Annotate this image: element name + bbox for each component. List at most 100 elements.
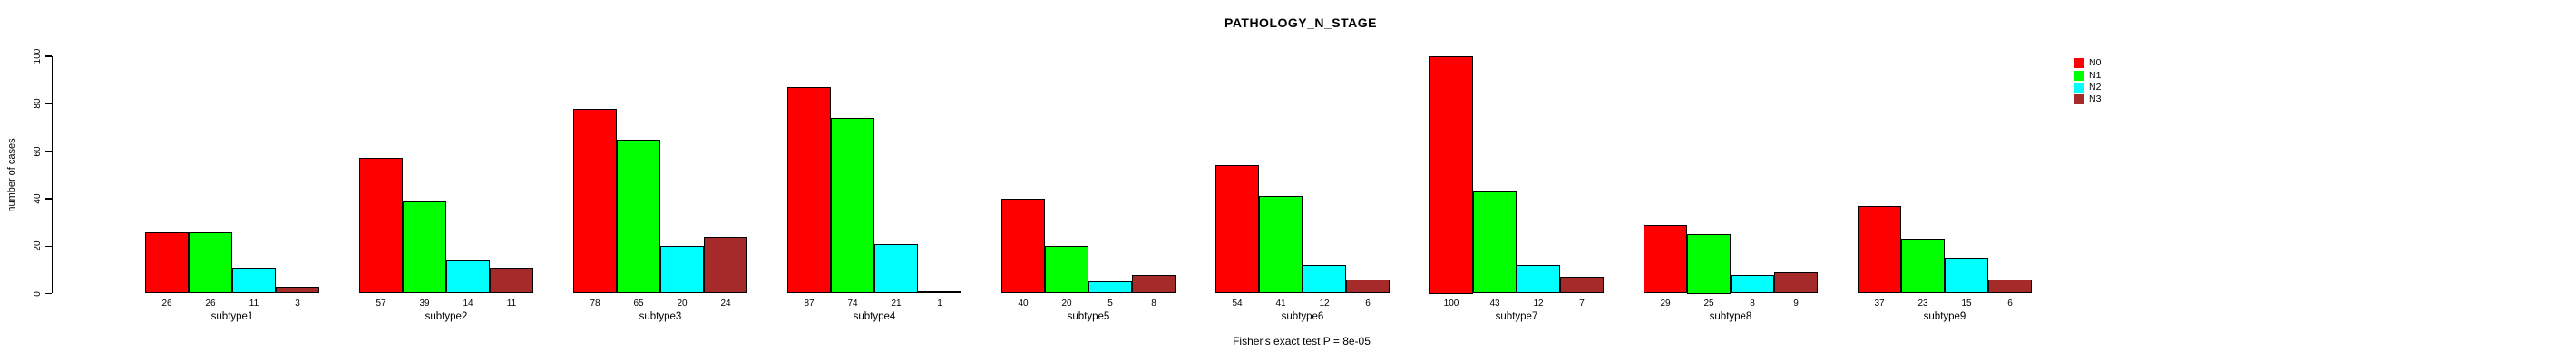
legend-label: N0 (2089, 57, 2102, 69)
bar-value-label: 14 (463, 299, 473, 309)
bar-value-label: 8 (1750, 299, 1755, 309)
bar-value-label: 41 (1275, 299, 1286, 309)
x-category-label-subtype6: subtype6 (1281, 311, 1324, 322)
y-axis-tick-label: 40 (32, 193, 43, 204)
bar-value-label: 25 (1703, 299, 1714, 309)
bar-value-label: 20 (1061, 299, 1072, 309)
bar-N3-subtype9 (1988, 279, 2032, 294)
legend-swatch-N0 (2074, 58, 2084, 69)
bar-value-label: 6 (2007, 299, 2013, 309)
bar-N2-subtype3 (660, 246, 704, 294)
y-axis-tick-label: 100 (32, 48, 43, 64)
bar-value-label: 39 (419, 299, 430, 309)
y-axis-tick (45, 245, 52, 247)
bar-N3-subtype2 (490, 267, 533, 294)
x-category-label-subtype9: subtype9 (1923, 311, 1966, 322)
y-axis-tick-label: 20 (32, 240, 43, 251)
bar-N1-subtype9 (1901, 239, 1945, 294)
bar-N3-subtype7 (1560, 277, 1604, 294)
x-category-label-subtype1: subtype1 (210, 311, 254, 322)
legend-item-N0: N0 (2074, 57, 2101, 69)
y-axis-tick-label: 0 (32, 290, 43, 297)
bar-N3-subtype5 (1132, 274, 1176, 294)
bar-N1-subtype1 (189, 231, 232, 294)
bar-N2-subtype7 (1517, 265, 1560, 294)
legend-item-N1: N1 (2074, 69, 2101, 81)
legend-label: N2 (2089, 81, 2102, 93)
bar-value-label: 24 (720, 299, 731, 309)
y-axis-tick (45, 55, 52, 57)
bar-value-label: 23 (1917, 299, 1928, 309)
y-axis-tick (45, 150, 52, 152)
x-category-label-subtype5: subtype5 (1067, 311, 1110, 322)
bar-value-label: 1 (937, 299, 942, 309)
bar-N3-subtype4 (918, 290, 961, 294)
bar-N3-subtype1 (276, 286, 319, 294)
legend-swatch-N1 (2074, 70, 2084, 81)
bar-N1-subtype5 (1045, 246, 1088, 294)
bar-N1-subtype3 (617, 139, 660, 294)
bar-N2-subtype4 (874, 243, 918, 294)
bar-value-label: 74 (847, 299, 858, 309)
fisher-test-annotation: Fisher's exact test P = 8e-05 (1233, 335, 1371, 348)
bar-value-label: 20 (677, 299, 688, 309)
chart-title: PATHOLOGY_N_STAGE (1225, 15, 1377, 30)
bar-N0-subtype3 (573, 108, 617, 294)
bar-value-label: 65 (633, 299, 644, 309)
bar-value-label: 78 (590, 299, 600, 309)
bar-value-label: 54 (1232, 299, 1243, 309)
bar-value-label: 7 (1579, 299, 1585, 309)
bar-value-label: 8 (1151, 299, 1156, 309)
y-axis-tick-label: 80 (32, 98, 43, 109)
bar-N1-subtype6 (1259, 196, 1303, 294)
legend: N0 N1 N2 N3 (2074, 57, 2101, 106)
bar-N0-subtype6 (1215, 165, 1259, 294)
legend-swatch-N3 (2074, 94, 2084, 105)
bar-N1-subtype4 (831, 117, 874, 294)
bar-N2-subtype2 (446, 260, 490, 294)
legend-label: N1 (2089, 69, 2102, 81)
bar-N0-subtype4 (787, 86, 831, 294)
legend-item-N2: N2 (2074, 82, 2101, 93)
bar-N1-subtype7 (1473, 191, 1517, 294)
x-category-label-subtype7: subtype7 (1495, 311, 1538, 322)
bar-N1-subtype8 (1687, 234, 1731, 294)
x-category-label-subtype3: subtype3 (639, 311, 682, 322)
y-axis-tick (45, 198, 52, 200)
bar-N2-subtype9 (1945, 258, 1988, 294)
bar-N0-subtype5 (1001, 198, 1045, 294)
x-category-label-subtype8: subtype8 (1709, 311, 1752, 322)
legend-swatch-N2 (2074, 82, 2084, 93)
bar-value-label: 11 (249, 299, 259, 309)
x-category-label-subtype2: subtype2 (424, 311, 468, 322)
bar-value-label: 40 (1018, 299, 1029, 309)
bar-value-label: 26 (205, 299, 216, 309)
bar-value-label: 57 (376, 299, 386, 309)
legend-label: N3 (2089, 93, 2102, 105)
bar-N0-subtype2 (359, 158, 403, 294)
bar-value-label: 29 (1660, 299, 1671, 309)
bar-value-label: 15 (1961, 299, 1972, 309)
bar-N2-subtype1 (232, 267, 276, 294)
bar-N0-subtype7 (1429, 56, 1473, 294)
bar-value-label: 26 (161, 299, 172, 309)
bar-N3-subtype8 (1774, 271, 1818, 294)
bar-N0-subtype1 (145, 231, 189, 294)
y-axis-tick-label: 60 (32, 146, 43, 157)
bar-N3-subtype3 (704, 236, 747, 294)
bar-value-label: 3 (295, 299, 300, 309)
bar-N0-subtype9 (1858, 205, 1901, 294)
bar-value-label: 37 (1874, 299, 1885, 309)
bar-value-label: 87 (804, 299, 815, 309)
y-axis-tick (45, 103, 52, 104)
bar-value-label: 12 (1533, 299, 1544, 309)
x-category-label-subtype4: subtype4 (853, 311, 896, 322)
bar-N2-subtype5 (1088, 281, 1132, 294)
bar-value-label: 11 (506, 299, 517, 309)
bar-value-label: 5 (1107, 299, 1113, 309)
y-axis-tick (45, 292, 52, 295)
bar-value-label: 100 (1443, 299, 1459, 309)
legend-item-N3: N3 (2074, 93, 2101, 105)
bar-N2-subtype8 (1731, 274, 1774, 294)
bar-value-label: 12 (1319, 299, 1330, 309)
